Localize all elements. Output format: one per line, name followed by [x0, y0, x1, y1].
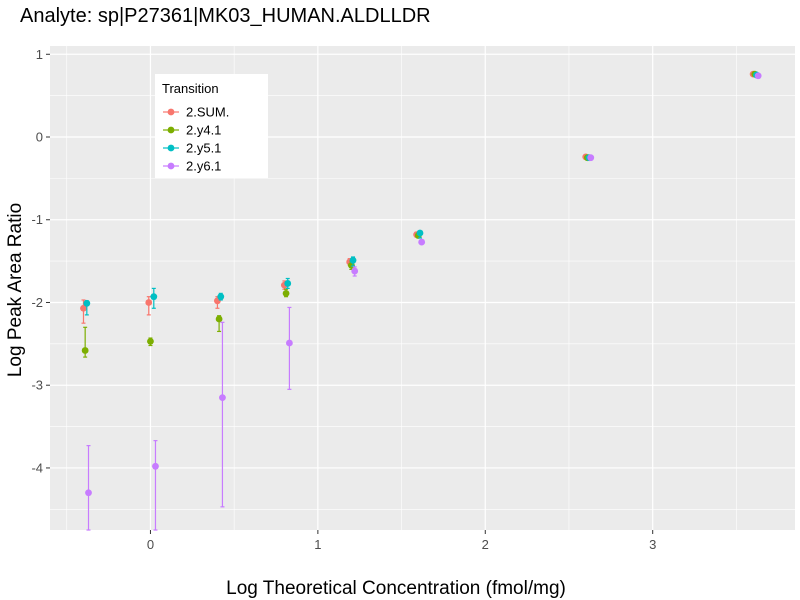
data-point	[81, 347, 89, 354]
data-point	[754, 72, 762, 80]
legend-label: 2.SUM.	[186, 105, 229, 120]
data-point	[286, 339, 293, 347]
data-point	[349, 256, 357, 264]
x-tick-label: 0	[147, 537, 154, 552]
grid-major	[50, 46, 795, 530]
legend-title: Transition	[162, 81, 219, 96]
legend-key-point	[167, 108, 175, 116]
data-point	[80, 304, 87, 312]
data-point	[215, 315, 223, 323]
y-tick-label: -3	[31, 378, 43, 393]
chart-title: Analyte: sp|P27361|MK03_HUMAN.ALDLLDR	[20, 5, 431, 27]
series-2.y6.1	[85, 72, 762, 531]
data-point	[219, 394, 226, 402]
data-point	[147, 337, 154, 345]
legend-box	[155, 74, 268, 178]
data-point	[351, 267, 359, 275]
x-tick-label: 2	[482, 537, 489, 552]
legend-label: 2.y4.1	[186, 123, 221, 138]
data-point	[284, 280, 292, 287]
y-tick-label: -1	[31, 212, 43, 227]
y-tick-label: 1	[36, 47, 43, 62]
data-point	[145, 299, 153, 306]
legend-key-point	[167, 162, 175, 170]
data-point	[418, 238, 426, 246]
y-tick-label: -4	[31, 460, 43, 475]
grid-minor	[50, 46, 795, 530]
x-axis-title: Log Theoretical Concentration (fmol/mg)	[226, 578, 566, 599]
y-tick-label: 0	[36, 130, 43, 145]
data-point	[282, 289, 290, 297]
legend-items: 2.SUM. 2.y4.1 2.y5.1 2.y6.1	[163, 105, 229, 174]
y-axis-title: Log Peak Area Ratio	[5, 203, 26, 377]
y-axis-ticks: 1 0 -1 -2 -3 -4	[31, 47, 50, 475]
legend: Transition 2.SUM. 2.y4.1 2.y5.1 2.y6.1	[155, 74, 268, 178]
data-point	[217, 293, 225, 301]
data-point	[152, 462, 159, 470]
series-layer	[80, 70, 762, 531]
legend-label: 2.y5.1	[186, 141, 221, 156]
x-tick-label: 1	[314, 537, 321, 552]
data-point	[150, 293, 158, 301]
legend-key-point	[167, 144, 175, 152]
data-point	[83, 299, 91, 307]
data-point	[587, 154, 595, 162]
y-tick-label: -2	[31, 295, 43, 310]
legend-key-point	[167, 126, 175, 134]
data-point	[85, 489, 92, 497]
legend-label: 2.y6.1	[186, 159, 221, 174]
x-axis-ticks: 0 1 2 3	[147, 530, 656, 552]
data-point	[416, 229, 424, 237]
x-tick-label: 3	[649, 537, 656, 552]
